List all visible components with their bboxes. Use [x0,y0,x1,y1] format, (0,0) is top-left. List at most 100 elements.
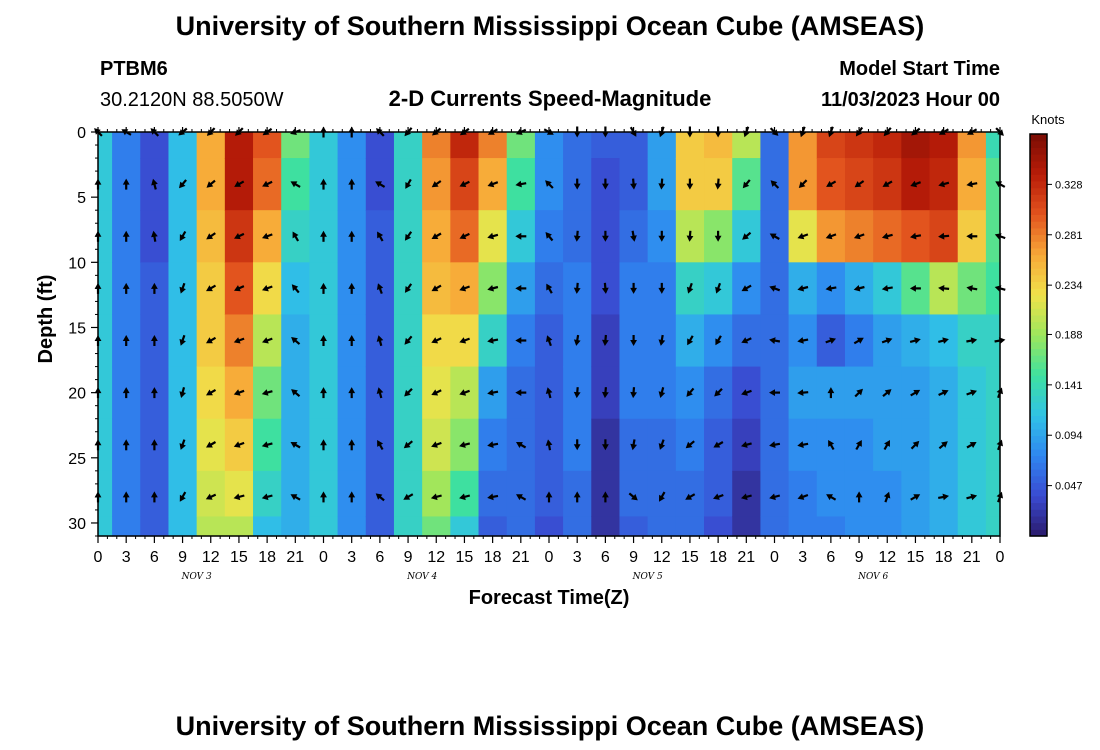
x-axis: 0 3 6 9 12 15 18 21 0 3 6 9 12 15 18 21 0 3 6 9 12 15 18 21 0 3 6 9… [94,127,1005,582]
current-arrow [262,337,273,344]
current-arrow [233,337,245,344]
plot-subtitle: 2-D Currents Speed-Magnitude [389,86,712,111]
heatmap-cell [704,470,733,518]
current-arrow [881,337,893,344]
heatmap-cell [985,314,1001,368]
current-arrow [658,387,666,398]
heatmap-cell [647,516,677,537]
colorbar-segment [1030,268,1047,276]
current-arrow [404,231,413,241]
y-tick-label: 15 [68,320,86,337]
heatmap-cell [253,132,282,159]
current-arrow [403,493,414,500]
heatmap-cell [985,210,1001,263]
current-arrow [261,389,273,396]
x-tick-label: 6 [375,549,384,566]
heatmap-cell [732,132,762,159]
current-arrow [403,440,414,449]
x-tick-label: 3 [798,549,807,566]
heatmap-cell [788,516,818,537]
colorbar-segment [1030,509,1047,517]
current-arrow [686,282,694,294]
colorbar-segment [1030,368,1047,376]
current-arrow [769,233,780,240]
current-arrow [659,491,666,502]
current-arrow [797,441,809,448]
current-arrow [179,387,186,398]
heatmap-cell [844,516,874,537]
current-arrow [233,441,245,448]
current-arrow [459,232,470,240]
heatmap-cell [788,132,818,159]
current-arrow [404,283,413,293]
current-arrow [769,389,780,396]
heatmap-cell [985,366,1001,420]
current-arrow [853,232,865,240]
heatmap-cell [985,470,1001,518]
heatmap-cell [309,516,339,537]
heatmap-cell [393,516,423,537]
current-arrow [573,387,581,399]
current-arrow [938,337,949,344]
colorbar-tick-label: 0.094 [1055,430,1083,442]
colorbar-segment [1030,515,1047,524]
current-arrow [881,285,893,292]
current-arrow [430,493,442,501]
heatmap-cell [647,470,677,518]
date-label: NOV 6 [857,572,888,582]
current-arrow [742,179,751,189]
current-arrow [853,285,865,292]
colorbar-units: Knots [1031,112,1065,127]
current-arrow [487,441,499,448]
current-arrow [431,232,442,239]
heatmap-cell [450,132,480,159]
x-tick-label: 6 [601,549,610,566]
heatmap-cell [365,470,395,518]
current-arrow [290,494,301,501]
current-arrow [122,439,130,451]
heatmap-cell [901,516,931,537]
current-arrow [151,178,158,190]
x-tick-label: 15 [907,549,925,566]
current-arrow [179,230,187,241]
current-arrow [348,282,356,294]
heatmap-cell [365,132,395,159]
current-arrow [714,230,722,242]
current-arrow [769,337,781,344]
x-axis-label: Forecast Time(Z) [469,587,630,609]
current-arrow [741,284,752,292]
current-arrow [404,388,413,397]
current-arrow [910,180,921,188]
colorbar-segment [1030,408,1047,416]
current-arrow [573,282,581,294]
date-label: NOV 5 [632,572,663,582]
current-arrow [573,230,581,242]
current-arrow [515,232,527,240]
current-arrow [686,178,694,190]
current-arrow [348,335,356,346]
current-arrow [909,285,921,292]
current-arrow [459,493,471,501]
colorbar-segment [1030,402,1047,410]
current-arrow [770,180,780,189]
heatmap-cell [873,516,902,537]
x-tick-label: 0 [319,549,328,566]
current-arrow [292,231,300,242]
heatmap-cell [98,418,113,472]
current-arrow [686,230,694,242]
heatmap-cell [224,516,254,537]
heatmap-cell [450,470,480,518]
colorbar: Knots 0.047 0.094 0.141 0.188 0.234 0.281 0.32… [1029,112,1083,537]
heatmap-cell [816,470,846,518]
current-arrow [741,493,752,501]
heatmap-cell [140,132,170,159]
x-tick-label: 21 [737,549,755,566]
current-arrow [685,493,696,500]
current-arrow [459,441,471,448]
heatmap-cell [985,132,1001,159]
x-tick-label: 18 [484,549,502,566]
x-tick-label: 12 [878,549,896,566]
current-arrow [291,284,300,294]
current-arrow [630,282,637,294]
